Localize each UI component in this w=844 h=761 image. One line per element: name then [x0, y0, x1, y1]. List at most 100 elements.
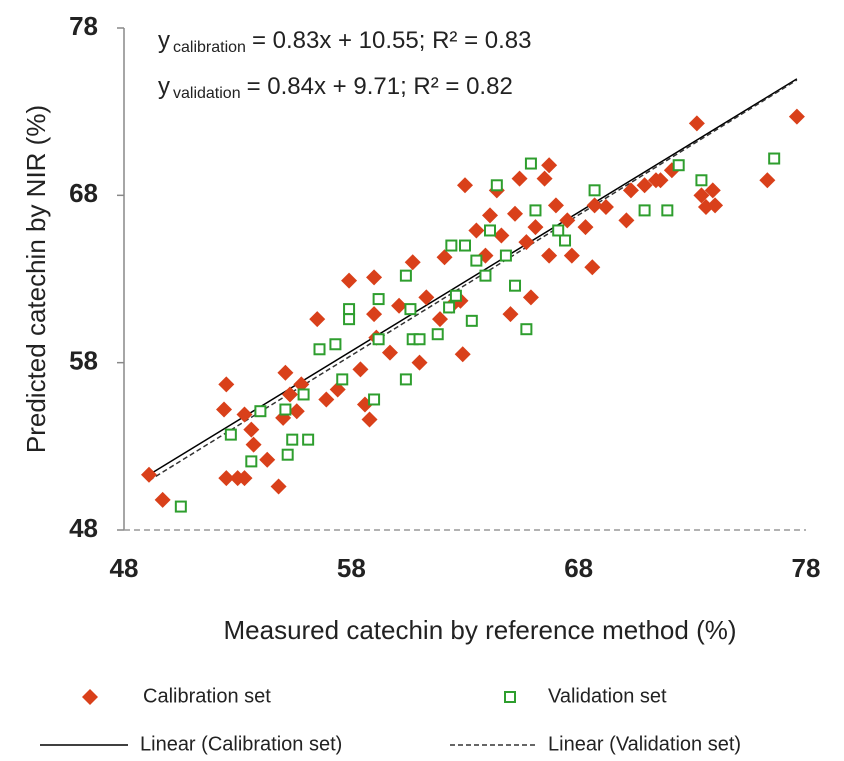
trendline	[148, 79, 798, 482]
calibration-point	[366, 269, 383, 286]
validation-point	[399, 269, 412, 282]
calibration-point	[411, 354, 428, 371]
calibration-point	[309, 311, 326, 328]
validation-point	[245, 455, 258, 468]
validation-point	[465, 314, 478, 327]
calibration-point	[559, 212, 576, 229]
validation-point	[509, 279, 522, 292]
calibration-point	[511, 170, 528, 187]
validation-point	[297, 388, 310, 401]
validation-point	[372, 293, 385, 306]
validation-point	[413, 333, 426, 346]
validation-point	[279, 403, 292, 416]
validation-point	[672, 159, 685, 172]
calibration-point	[527, 219, 544, 236]
validation-point	[302, 433, 315, 446]
calibration-point	[431, 311, 448, 328]
calibration-point	[245, 436, 262, 453]
calibration-point	[436, 249, 453, 266]
validation-point	[372, 333, 385, 346]
calibration-point	[541, 157, 558, 174]
calibration-point	[216, 401, 233, 418]
calibration-point	[288, 403, 305, 420]
validation-point	[470, 254, 483, 267]
calibration-point	[622, 182, 639, 199]
calibration-point	[577, 219, 594, 236]
calibration-point	[293, 376, 310, 393]
calibration-point	[493, 227, 510, 244]
calibration-point	[652, 172, 669, 189]
validation-point	[479, 269, 492, 282]
calibration-point	[541, 247, 558, 264]
y-tick-label: 68	[69, 178, 98, 208]
calibration-point	[277, 364, 294, 381]
calibration-point	[688, 115, 705, 132]
y-tick-label: 58	[69, 346, 98, 376]
equation-subscript: validation	[173, 85, 241, 102]
validation-point	[504, 691, 516, 703]
calibration-point	[259, 451, 276, 468]
validation-point	[313, 343, 326, 356]
equation-text: = 0.84x + 9.71; R² = 0.82	[247, 73, 513, 100]
calibration-point	[329, 381, 346, 398]
calibration-point	[788, 108, 805, 125]
calibration-point	[618, 212, 635, 229]
validation-point	[484, 224, 497, 237]
calibration-point	[418, 289, 435, 306]
y-tick-label: 78	[69, 11, 98, 41]
calibration-point	[468, 222, 485, 239]
validation-point	[404, 303, 417, 316]
x-tick-label: 48	[110, 553, 139, 583]
validation-point	[368, 393, 381, 406]
validation-point	[459, 239, 471, 252]
calibration-point	[218, 376, 235, 393]
y-tick-label: 48	[69, 513, 98, 543]
validation-point	[520, 323, 533, 336]
y-axis-label: Predicted catechin by NIR (%)	[21, 105, 51, 453]
calibration-point	[341, 272, 358, 289]
calibration-point	[218, 470, 235, 487]
validation-point	[281, 448, 294, 461]
validation-point	[254, 405, 267, 418]
equation-subscript: calibration	[173, 39, 246, 56]
validation-point	[329, 338, 342, 351]
equation-symbol: y	[158, 27, 170, 54]
calibration-point	[522, 289, 539, 306]
legend-label: Validation set	[548, 685, 667, 707]
calibration-point	[518, 234, 535, 251]
calibration-point	[391, 297, 408, 314]
validation-point	[443, 301, 456, 314]
calibration-point	[236, 470, 253, 487]
calibration-point	[281, 386, 298, 403]
validation-point	[336, 373, 349, 386]
calibration-point	[536, 170, 553, 187]
validation-point	[768, 152, 781, 165]
legend-label: Calibration set	[143, 685, 271, 707]
calibration-point	[82, 689, 98, 705]
calibration-point	[759, 172, 776, 189]
calibration-point	[693, 187, 710, 204]
calibration-point	[547, 197, 564, 214]
calibration-point	[454, 346, 471, 363]
calibration-point	[141, 466, 158, 483]
validation-point	[499, 249, 512, 262]
x-tick-label: 68	[564, 553, 593, 583]
legend-label: Linear (Calibration set)	[140, 733, 342, 755]
calibration-point	[366, 306, 383, 323]
calibration-point	[707, 197, 724, 214]
calibration-point	[704, 182, 721, 199]
calibration-point	[597, 199, 614, 216]
legend-label: Linear (Validation set)	[548, 733, 741, 755]
validation-point	[224, 428, 237, 441]
calibration-point	[318, 391, 335, 408]
calibration-point	[270, 478, 287, 495]
x-tick-label: 58	[337, 553, 366, 583]
calibration-point	[586, 197, 603, 214]
validation-point	[343, 303, 356, 316]
calibration-point	[404, 254, 421, 271]
validation-point	[399, 373, 412, 386]
calibration-point	[507, 205, 524, 222]
calibration-point	[243, 421, 260, 438]
calibration-point	[352, 361, 369, 378]
